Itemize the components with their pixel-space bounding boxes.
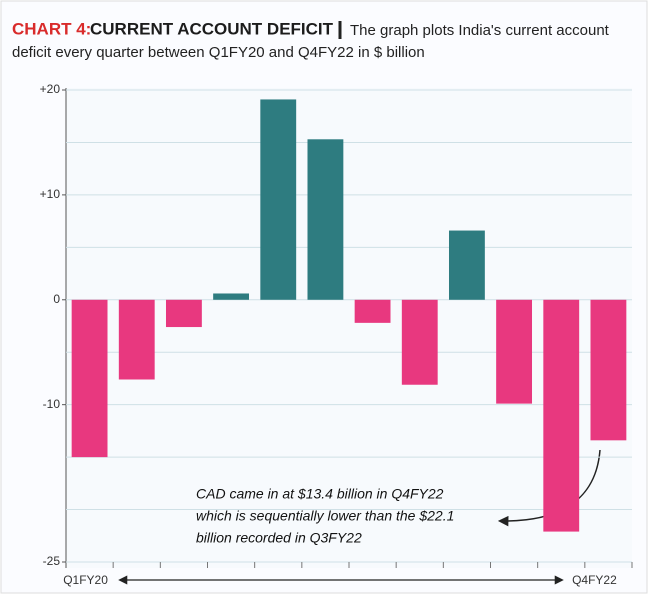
bar (165, 299, 202, 328)
y-tick-label: -25 (43, 554, 61, 568)
bar (213, 293, 250, 300)
annotation: CAD came in at $13.4 billion in Q4FY22 (196, 486, 444, 502)
bar (590, 299, 627, 441)
subtitle: The graph plots India's current account (350, 22, 610, 39)
bar (543, 299, 580, 532)
annotation: billion recorded in Q3FY22 (196, 530, 362, 546)
bar (307, 139, 344, 300)
chart-title-lead: CHART 4: (12, 19, 91, 38)
plot-area (66, 88, 632, 568)
bar (260, 99, 297, 300)
x-tick-label: Q1FY20 (63, 573, 108, 587)
annotation: which is sequentially lower than the $22… (196, 508, 454, 524)
bar (118, 299, 155, 380)
y-tick-label: -10 (43, 397, 61, 411)
y-tick-label: +10 (40, 187, 61, 201)
bar (354, 299, 391, 323)
bar (401, 299, 438, 385)
y-tick-label: +20 (40, 82, 61, 96)
chart-title: CURRENT ACCOUNT DEFICIT (90, 19, 334, 38)
x-tick-label: Q4FY22 (572, 573, 617, 587)
bar (448, 230, 485, 300)
y-tick-label: 0 (53, 292, 60, 306)
bar (71, 299, 108, 458)
bar (496, 299, 533, 404)
subtitle: deficit every quarter between Q1FY20 and… (12, 44, 425, 61)
